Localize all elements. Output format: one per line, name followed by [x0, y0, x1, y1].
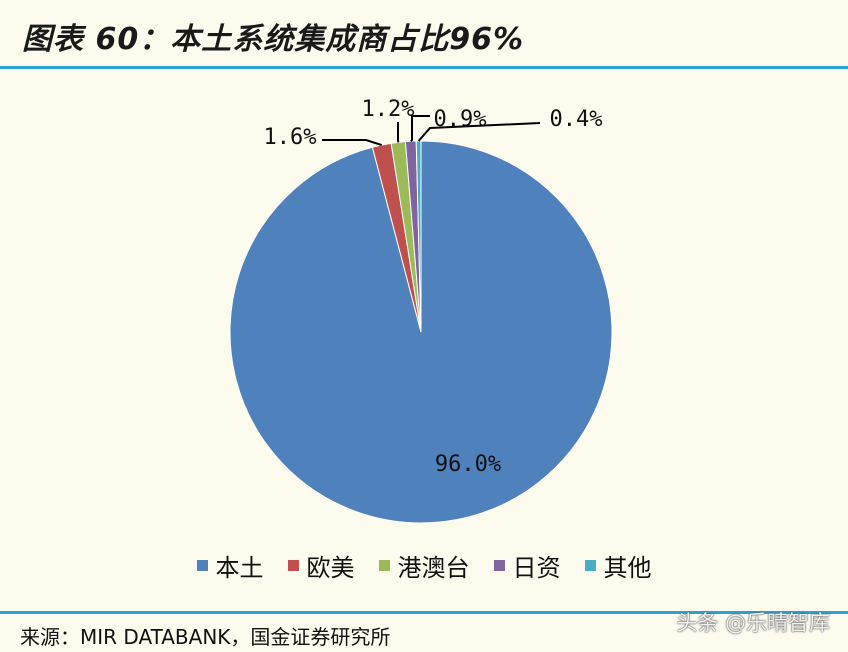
data-label-0: 96.0% — [435, 452, 501, 477]
legend-label-0: 本土 — [215, 554, 264, 582]
legend-item-4: 其他 — [584, 548, 652, 583]
legend-swatch-2 — [378, 560, 390, 571]
data-label-4: 0.4% — [550, 107, 603, 132]
legend-item-3: 日资 — [493, 548, 561, 583]
legend-swatch-3 — [493, 560, 505, 571]
legend-label-1: 欧美 — [306, 554, 355, 582]
legend-swatch-4 — [584, 560, 596, 571]
footer-divider — [0, 611, 848, 614]
legend-swatch-1 — [287, 560, 299, 571]
legend-label-2: 港澳台 — [397, 554, 470, 582]
data-label-2: 1.2% — [362, 97, 415, 122]
legend-item-2: 港澳台 — [378, 548, 470, 583]
source-note: 来源：MIR DATABANK，国金证券研究所 — [20, 625, 391, 649]
legend-label-3: 日资 — [512, 554, 561, 582]
legend-item-1: 欧美 — [287, 548, 355, 583]
title-bar: 图表 60：本土系统集成商占比96% — [0, 0, 848, 69]
data-label-1: 1.6% — [264, 125, 317, 150]
legend-label-4: 其他 — [603, 554, 652, 582]
watermark: 头条 @乐晴智库 — [676, 611, 830, 635]
leader-line-4 — [417, 122, 541, 142]
leader-line-3 — [410, 115, 430, 142]
pie-chart: 96.0%1.6%1.2% 0.9% 0.4% — [229, 97, 613, 524]
legend-swatch-0 — [196, 560, 208, 571]
page-title: 图表 60：本土系统集成商占比96% — [22, 22, 524, 57]
leader-line-1 — [322, 139, 383, 147]
chart-legend: 本土 欧美 港澳台 日资 其他 — [0, 548, 848, 583]
legend-item-0: 本土 — [196, 548, 264, 583]
